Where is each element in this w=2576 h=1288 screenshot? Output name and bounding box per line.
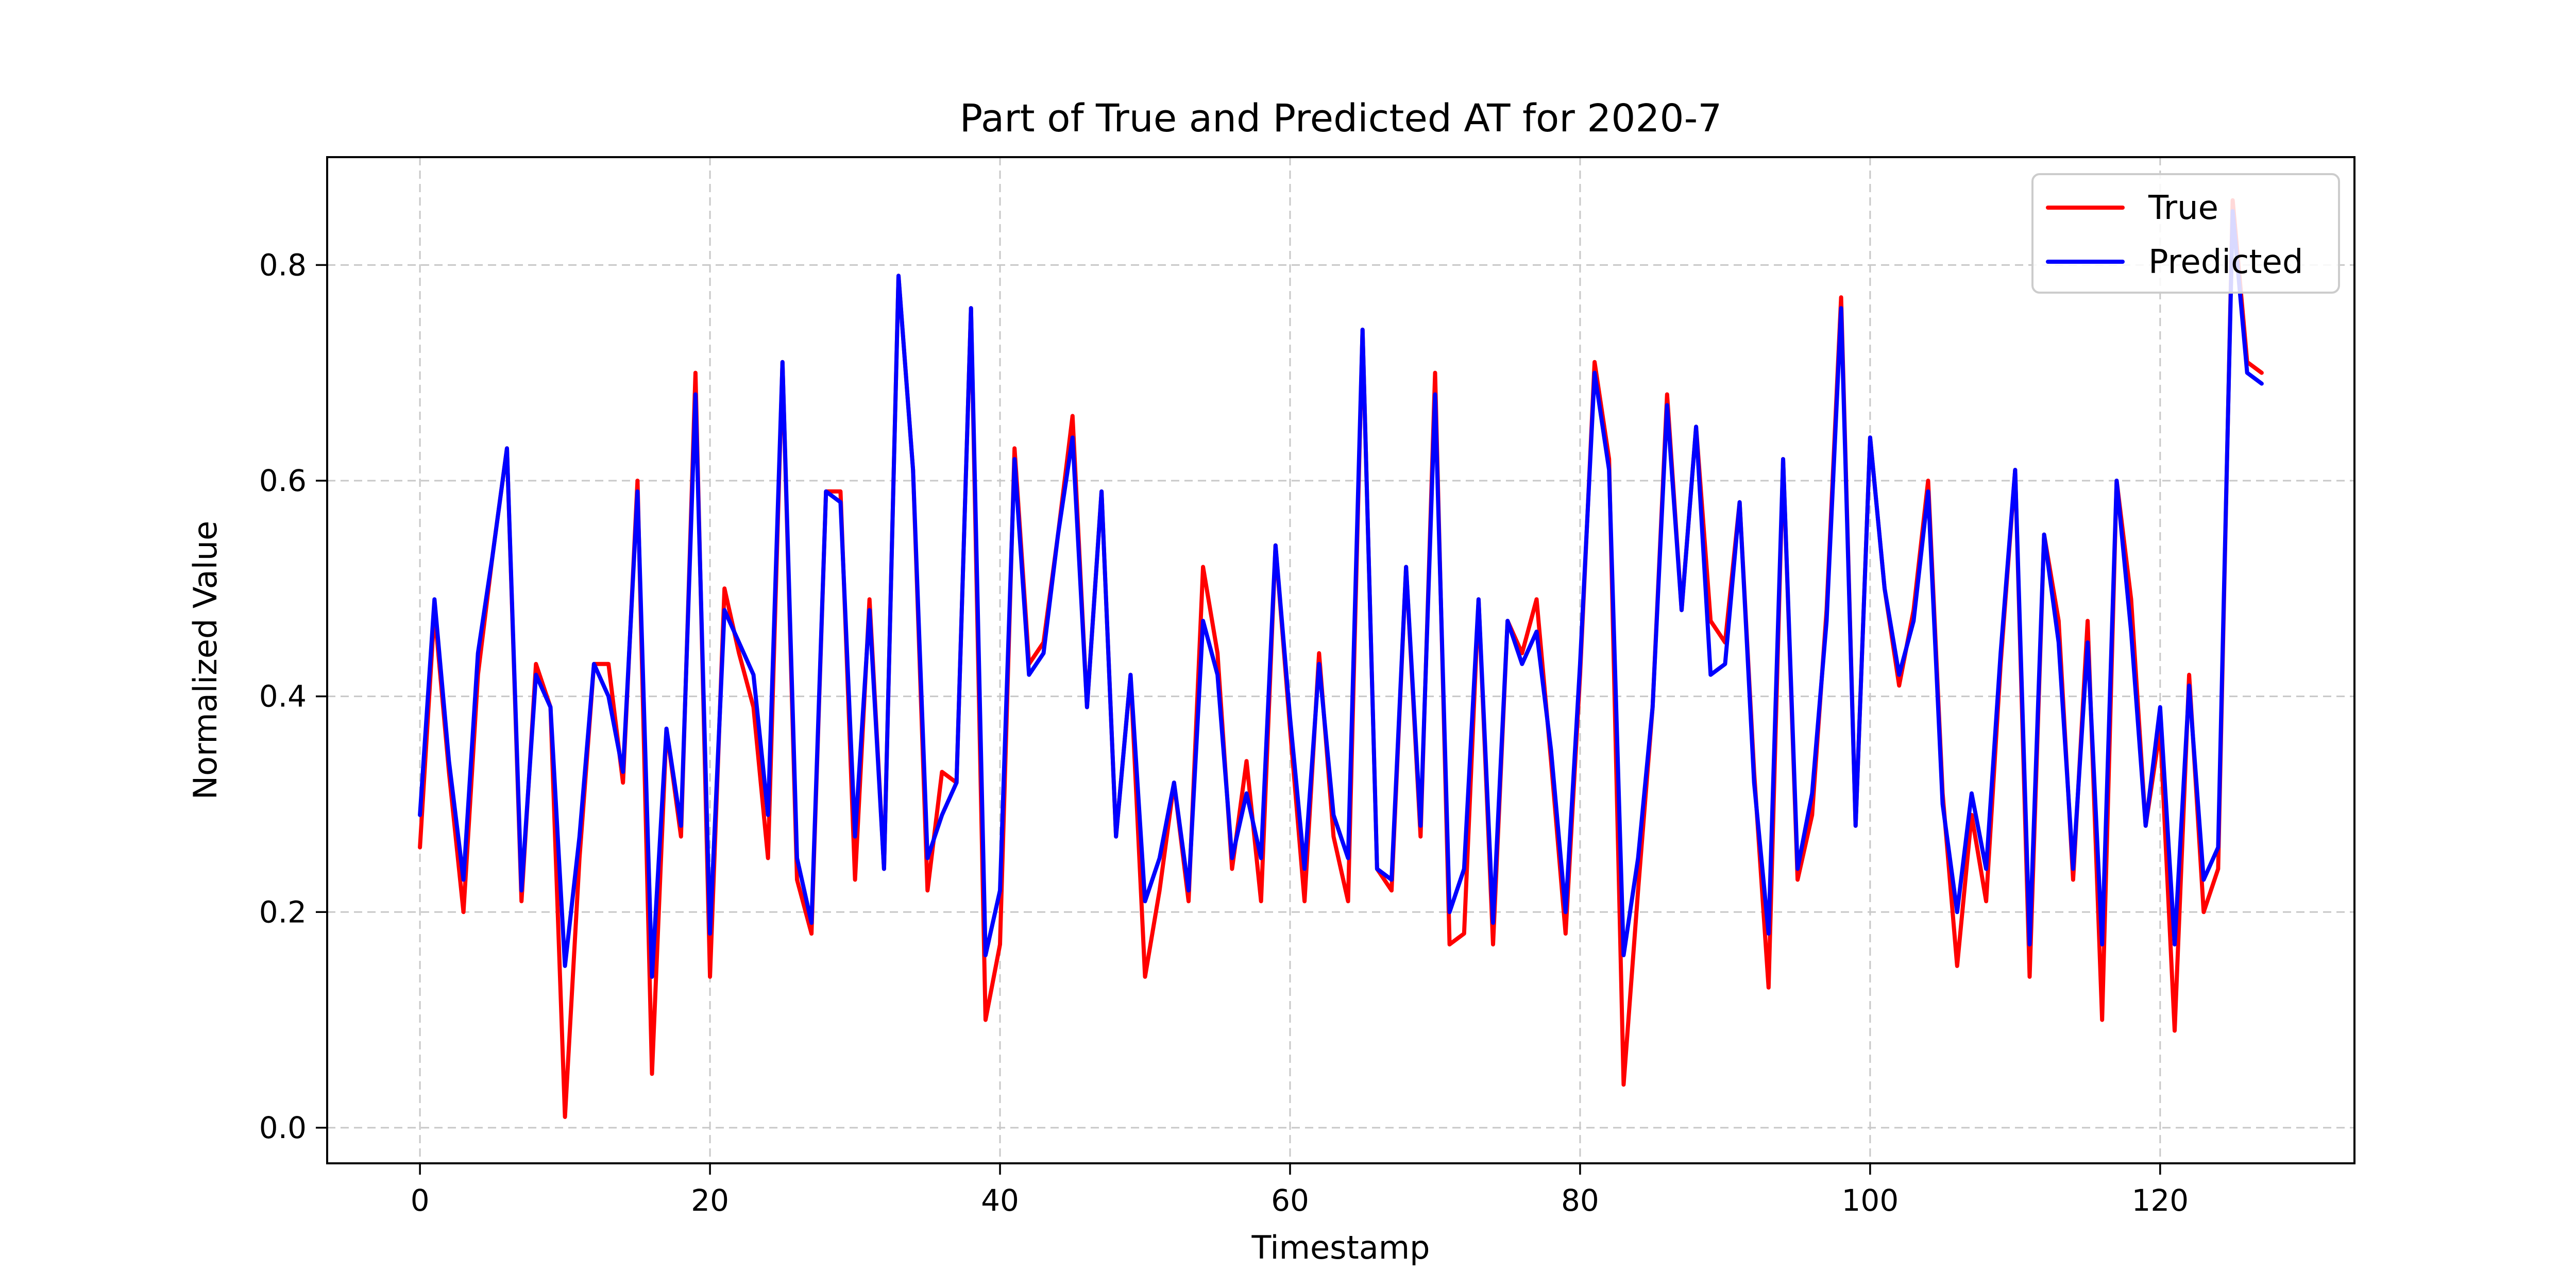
y-tick-label: 0.4 [259, 679, 307, 714]
x-tick-label: 120 [2131, 1183, 2189, 1218]
y-axis-label: Normalized Value [187, 521, 224, 800]
series-line-true [418, 198, 2264, 1119]
x-tick-label: 100 [1842, 1183, 1899, 1218]
series-line-predicted [418, 209, 2264, 979]
chart-title: Part of True and Predicted AT for 2020-7 [960, 96, 1722, 141]
x-tick-label: 20 [691, 1183, 729, 1218]
plot-frame [326, 156, 2355, 1164]
x-tick-label: 80 [1561, 1183, 1599, 1218]
series-layer [418, 198, 2264, 1119]
x-tick-label: 0 [411, 1183, 430, 1218]
legend-label-true: True [2148, 189, 2218, 227]
y-tick-label: 0.2 [259, 894, 307, 929]
y-tick-label: 0.8 [259, 247, 307, 282]
x-axis-label: Timestamp [1251, 1229, 1430, 1266]
legend: True Predicted [2031, 173, 2340, 294]
legend-label-predicted: Predicted [2148, 243, 2303, 281]
x-tick-label: 60 [1271, 1183, 1309, 1218]
y-tick-label: 0.6 [259, 463, 307, 498]
y-tick-label: 0.0 [259, 1110, 307, 1145]
ticks: 0 20 40 60 80 100 120 0.0 0.2 0.4 0.6 0.8 [259, 247, 2189, 1218]
x-tick-label: 40 [981, 1183, 1019, 1218]
